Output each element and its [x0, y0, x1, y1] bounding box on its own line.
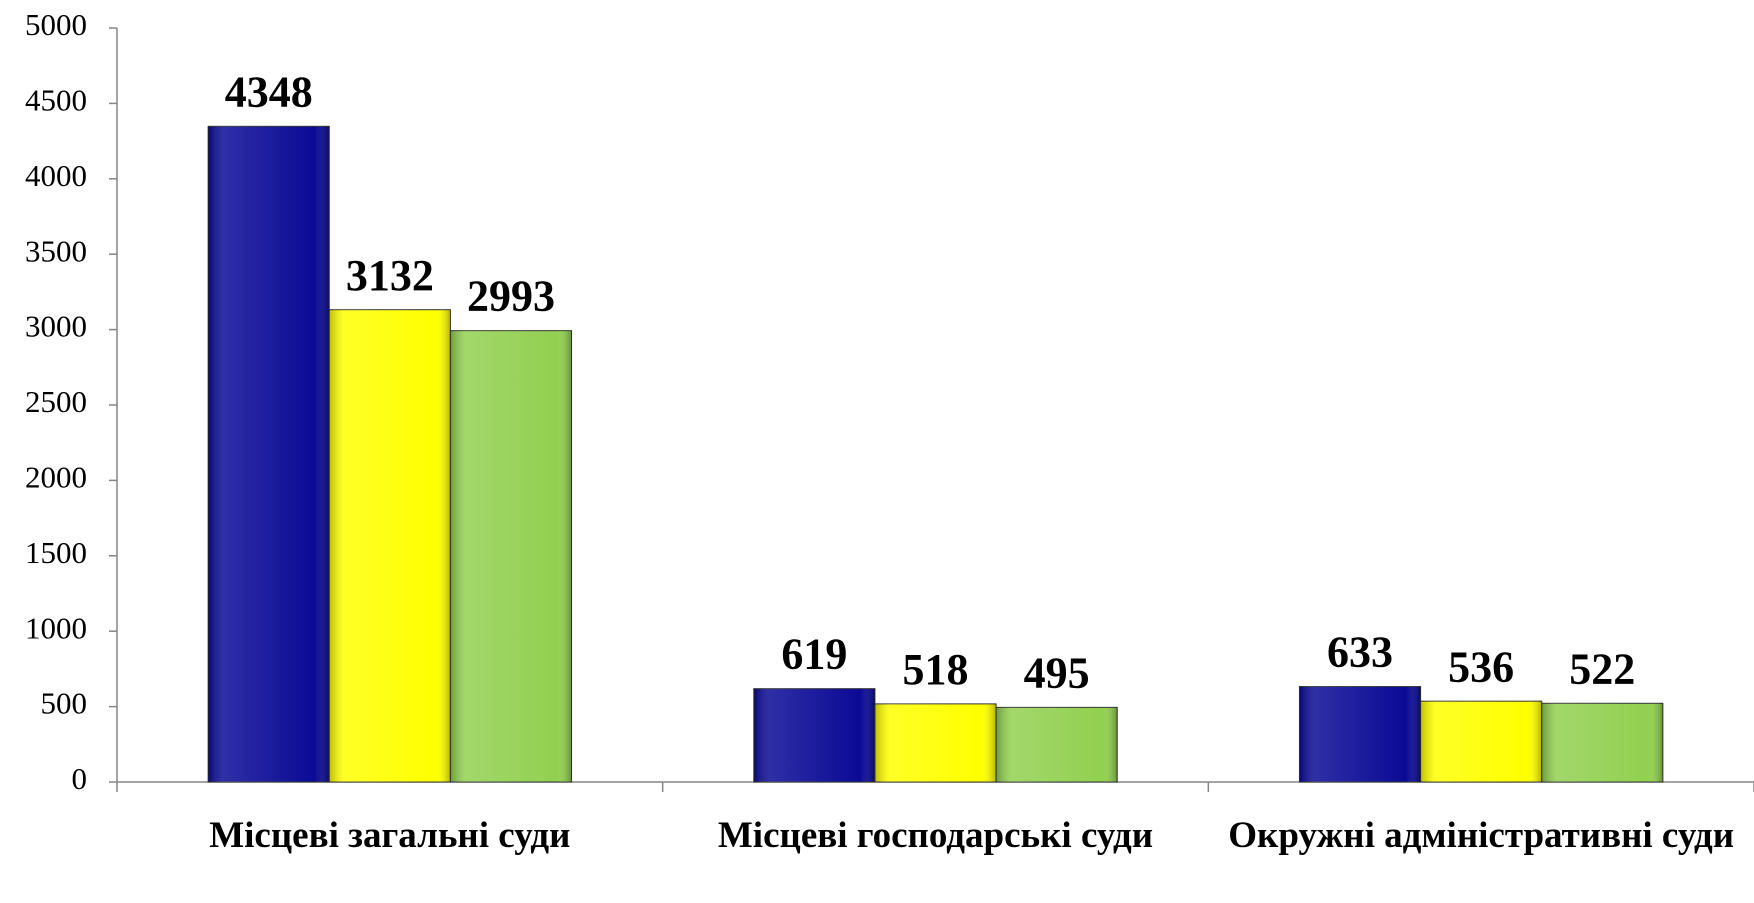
bar-shade [329, 309, 451, 782]
value-label: 2993 [467, 272, 555, 321]
value-label: 536 [1448, 642, 1514, 691]
y-tick-label: 1500 [25, 535, 87, 570]
y-tick-label: 3000 [25, 309, 87, 344]
y-tick-label: 3500 [25, 233, 87, 268]
y-tick-label: 2000 [25, 460, 87, 495]
y-tick-label: 5000 [25, 7, 87, 42]
x-tick-label: Окружні адміністративні суди [1228, 815, 1735, 856]
y-tick-label: 1000 [25, 610, 87, 645]
value-label: 4348 [225, 67, 313, 116]
bar-shade [874, 703, 997, 782]
bar-shade [753, 688, 875, 782]
y-tick-label: 2500 [25, 384, 87, 419]
y-tick-label: 4500 [25, 83, 87, 118]
value-label: 518 [903, 645, 969, 694]
bar-shade [208, 126, 330, 783]
y-tick-label: 500 [41, 686, 88, 721]
value-label: 522 [1569, 644, 1635, 693]
value-label: 3132 [346, 251, 434, 300]
value-label: 495 [1024, 648, 1090, 697]
x-tick-label: Місцеві господарські суди [717, 815, 1154, 856]
bar-shade [450, 330, 572, 782]
y-tick-label: 0 [72, 761, 88, 796]
value-label: 619 [781, 630, 847, 679]
bar-shade [996, 707, 1118, 782]
y-tick-label: 4000 [25, 158, 87, 193]
bar-shade [1541, 703, 1663, 782]
bar-shade [1420, 701, 1542, 782]
value-label: 633 [1327, 628, 1393, 677]
x-tick-label: Місцеві загальні суди [209, 815, 571, 856]
bar-shade [1299, 686, 1421, 782]
